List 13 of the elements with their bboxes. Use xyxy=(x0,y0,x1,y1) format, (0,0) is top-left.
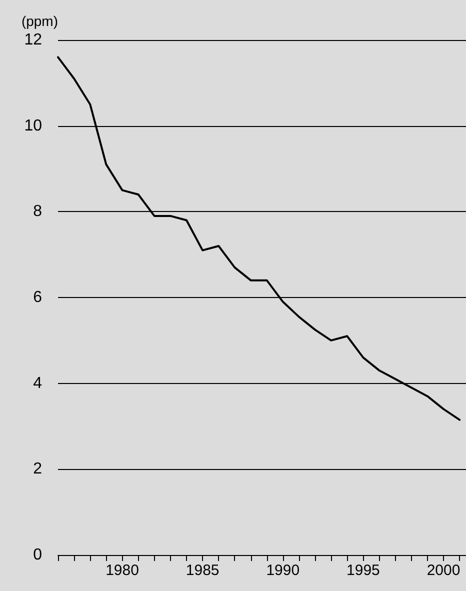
y-tick-label: 0 xyxy=(33,546,42,564)
y-tick-label: 2 xyxy=(33,460,42,478)
x-tick-label: 1995 xyxy=(346,562,380,579)
x-tick-label: 1990 xyxy=(266,562,300,579)
x-tick-label: 2000 xyxy=(426,562,460,579)
y-tick-label: 8 xyxy=(33,203,42,220)
y-tick-label: 12 xyxy=(24,32,42,48)
x-tick-label: 1985 xyxy=(186,562,220,579)
y-axis-title: (ppm) xyxy=(21,13,58,29)
y-tick-label: 10 xyxy=(24,117,42,134)
y-tick-label: 4 xyxy=(33,374,42,392)
x-tick-label: 1980 xyxy=(106,562,139,579)
y-tick-label: 6 xyxy=(33,289,42,306)
